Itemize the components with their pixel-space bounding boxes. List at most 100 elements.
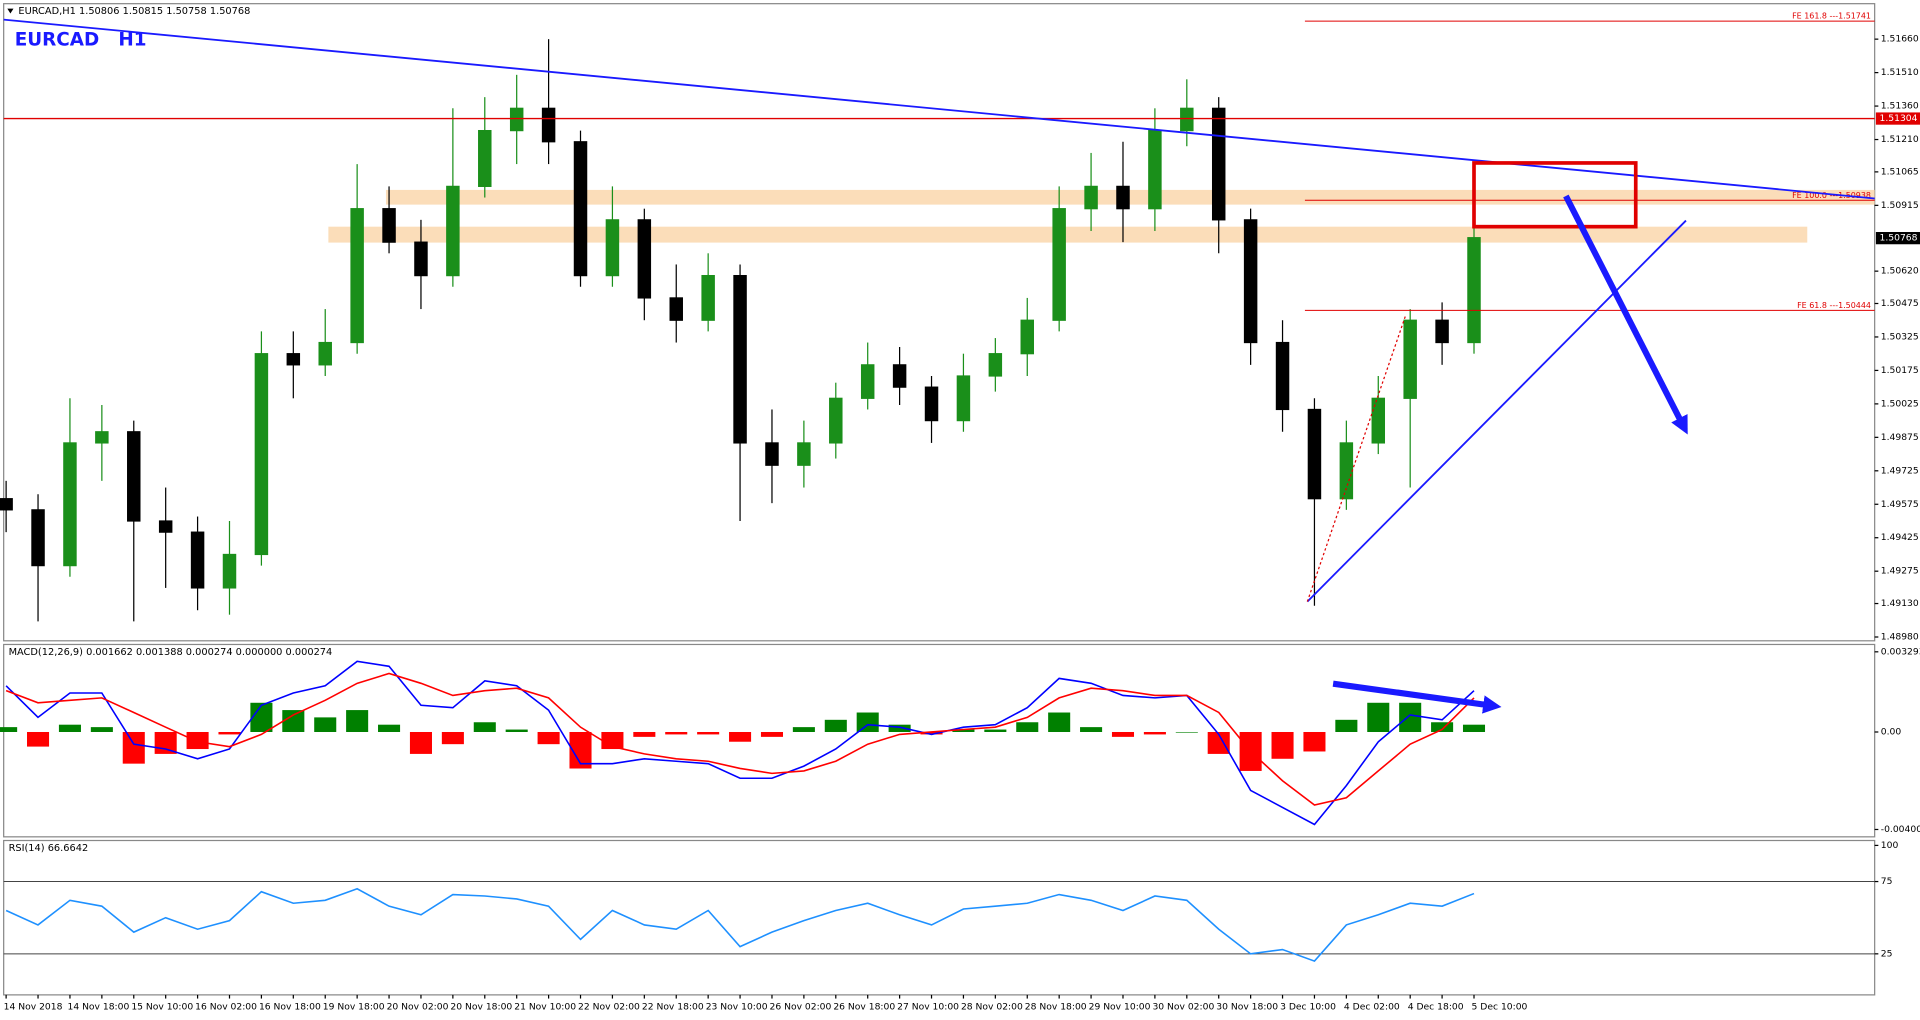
trendline	[1306, 219, 1687, 603]
histogram-bar	[952, 729, 975, 732]
x-tick-label: 14 Nov 2018	[4, 1002, 63, 1013]
trendline	[3, 18, 1875, 200]
fibo-line	[1306, 315, 1406, 602]
x-tick-label: 3 Dec 10:00	[1280, 1002, 1336, 1013]
y-tick-label: 1.51660	[1881, 34, 1919, 45]
current-price-label: 1.50768	[1880, 233, 1918, 244]
x-tick-label: 22 Nov 02:00	[578, 1002, 640, 1013]
candle-body	[573, 141, 588, 277]
drawings	[3, 18, 1875, 714]
histogram-bar	[27, 731, 50, 747]
menu-arrow[interactable]	[7, 8, 14, 14]
x-tick-label: 30 Nov 02:00	[1152, 1002, 1214, 1013]
histogram-bar	[633, 731, 656, 737]
histogram-bar	[697, 731, 720, 735]
y-tick-label: 0.00	[1881, 726, 1902, 737]
price-line-tag	[1875, 112, 1920, 125]
candle-body	[765, 442, 779, 466]
histogram-bar	[920, 731, 943, 735]
candle-body	[829, 397, 843, 444]
histogram-bar	[314, 717, 337, 732]
x-tick-label: 26 Nov 18:00	[833, 1002, 895, 1013]
fe-level-label: FE 61.8 ---1.50444	[1797, 301, 1871, 310]
x-tick-label: 22 Nov 18:00	[642, 1002, 704, 1013]
y-tick-label: 1.51210	[1881, 134, 1919, 145]
y-tick-label: 0.003293	[1881, 646, 1920, 657]
histogram-bar	[58, 724, 81, 732]
x-tick-label: 19 Nov 18:00	[323, 1002, 385, 1013]
candle-body	[1148, 129, 1162, 210]
histogram-bar	[856, 712, 879, 732]
candle-body	[414, 241, 428, 277]
histogram-bar	[601, 731, 624, 750]
divergence-arrow	[1332, 680, 1502, 714]
candle-body	[509, 107, 524, 132]
indicator-line	[5, 672, 1475, 806]
y-tick-label: 1.49875	[1881, 432, 1919, 443]
candle-body	[637, 219, 652, 299]
y-tick-label: 1.50620	[1881, 266, 1919, 277]
candle-body	[860, 364, 875, 399]
x-tick-label: 4 Dec 18:00	[1408, 1002, 1464, 1013]
candle-body	[31, 509, 45, 567]
y-tick-label: 1.49130	[1881, 598, 1919, 609]
y-tick-label: 1.50025	[1881, 398, 1919, 409]
x-tick-label: 28 Nov 02:00	[961, 1002, 1023, 1013]
histogram-bar	[1111, 731, 1135, 737]
y-tick-label: 1.50175	[1881, 365, 1919, 376]
histogram-bar	[90, 727, 113, 732]
y-tick-label: 1.48980	[1881, 632, 1919, 643]
candle-body	[446, 185, 460, 277]
histogram-bar	[441, 731, 464, 745]
x-tick-label: 23 Nov 10:00	[706, 1002, 768, 1013]
rsi-panel	[3, 839, 1876, 996]
histogram-bar	[473, 722, 496, 732]
zones	[328, 189, 1875, 243]
histogram-bar	[0, 727, 18, 732]
histogram-bar	[888, 724, 911, 732]
candle-body	[350, 208, 364, 344]
x-tick-label: 28 Nov 18:00	[1025, 1002, 1087, 1013]
histogram-bar	[1335, 719, 1358, 732]
histogram-bar	[792, 727, 815, 732]
histogram-bar	[1399, 702, 1422, 732]
candle-body	[1243, 219, 1258, 344]
x-tick-label: 16 Nov 18:00	[259, 1002, 321, 1013]
candle-body	[1052, 208, 1066, 321]
price-panel	[3, 3, 1876, 642]
indicator-line	[5, 660, 1475, 826]
indicator-line	[5, 887, 1475, 962]
x-tick-label: 20 Nov 18:00	[450, 1002, 512, 1013]
candle-body	[254, 353, 269, 556]
candle-body	[924, 386, 939, 422]
y-tick-label: 1.51065	[1881, 166, 1919, 177]
candle-body	[1435, 319, 1449, 344]
candle-body	[1020, 319, 1034, 355]
candle-body	[1403, 319, 1417, 399]
candle-body	[1084, 185, 1098, 210]
candle-body	[988, 353, 1003, 377]
y-tick-label: 1.49725	[1881, 465, 1919, 476]
down-arrow	[1563, 194, 1688, 435]
histogram-bar	[1462, 724, 1486, 732]
candle-body	[733, 274, 747, 444]
support-zone	[328, 226, 1808, 243]
x-tick-label: 5 Dec 10:00	[1472, 1002, 1528, 1013]
candle-body	[1339, 442, 1354, 500]
candle-body	[1211, 107, 1226, 221]
symbol-label: EURCAD H1	[15, 29, 147, 50]
histogram-bar	[1080, 727, 1103, 732]
x-tick-label: 4 Dec 02:00	[1344, 1002, 1400, 1013]
histogram-bar	[1048, 712, 1071, 732]
candle-body	[286, 353, 301, 366]
resistance-zone	[385, 189, 1875, 205]
candle-body	[956, 375, 971, 422]
x-tick-label: 21 Nov 10:00	[514, 1002, 576, 1013]
histogram-bar	[346, 710, 369, 732]
histogram-bar	[1175, 731, 1198, 733]
candle-body	[669, 297, 683, 321]
x-tick-label: 30 Nov 18:00	[1216, 1002, 1278, 1013]
histogram-bar	[569, 731, 592, 769]
histogram-bar	[537, 731, 560, 745]
